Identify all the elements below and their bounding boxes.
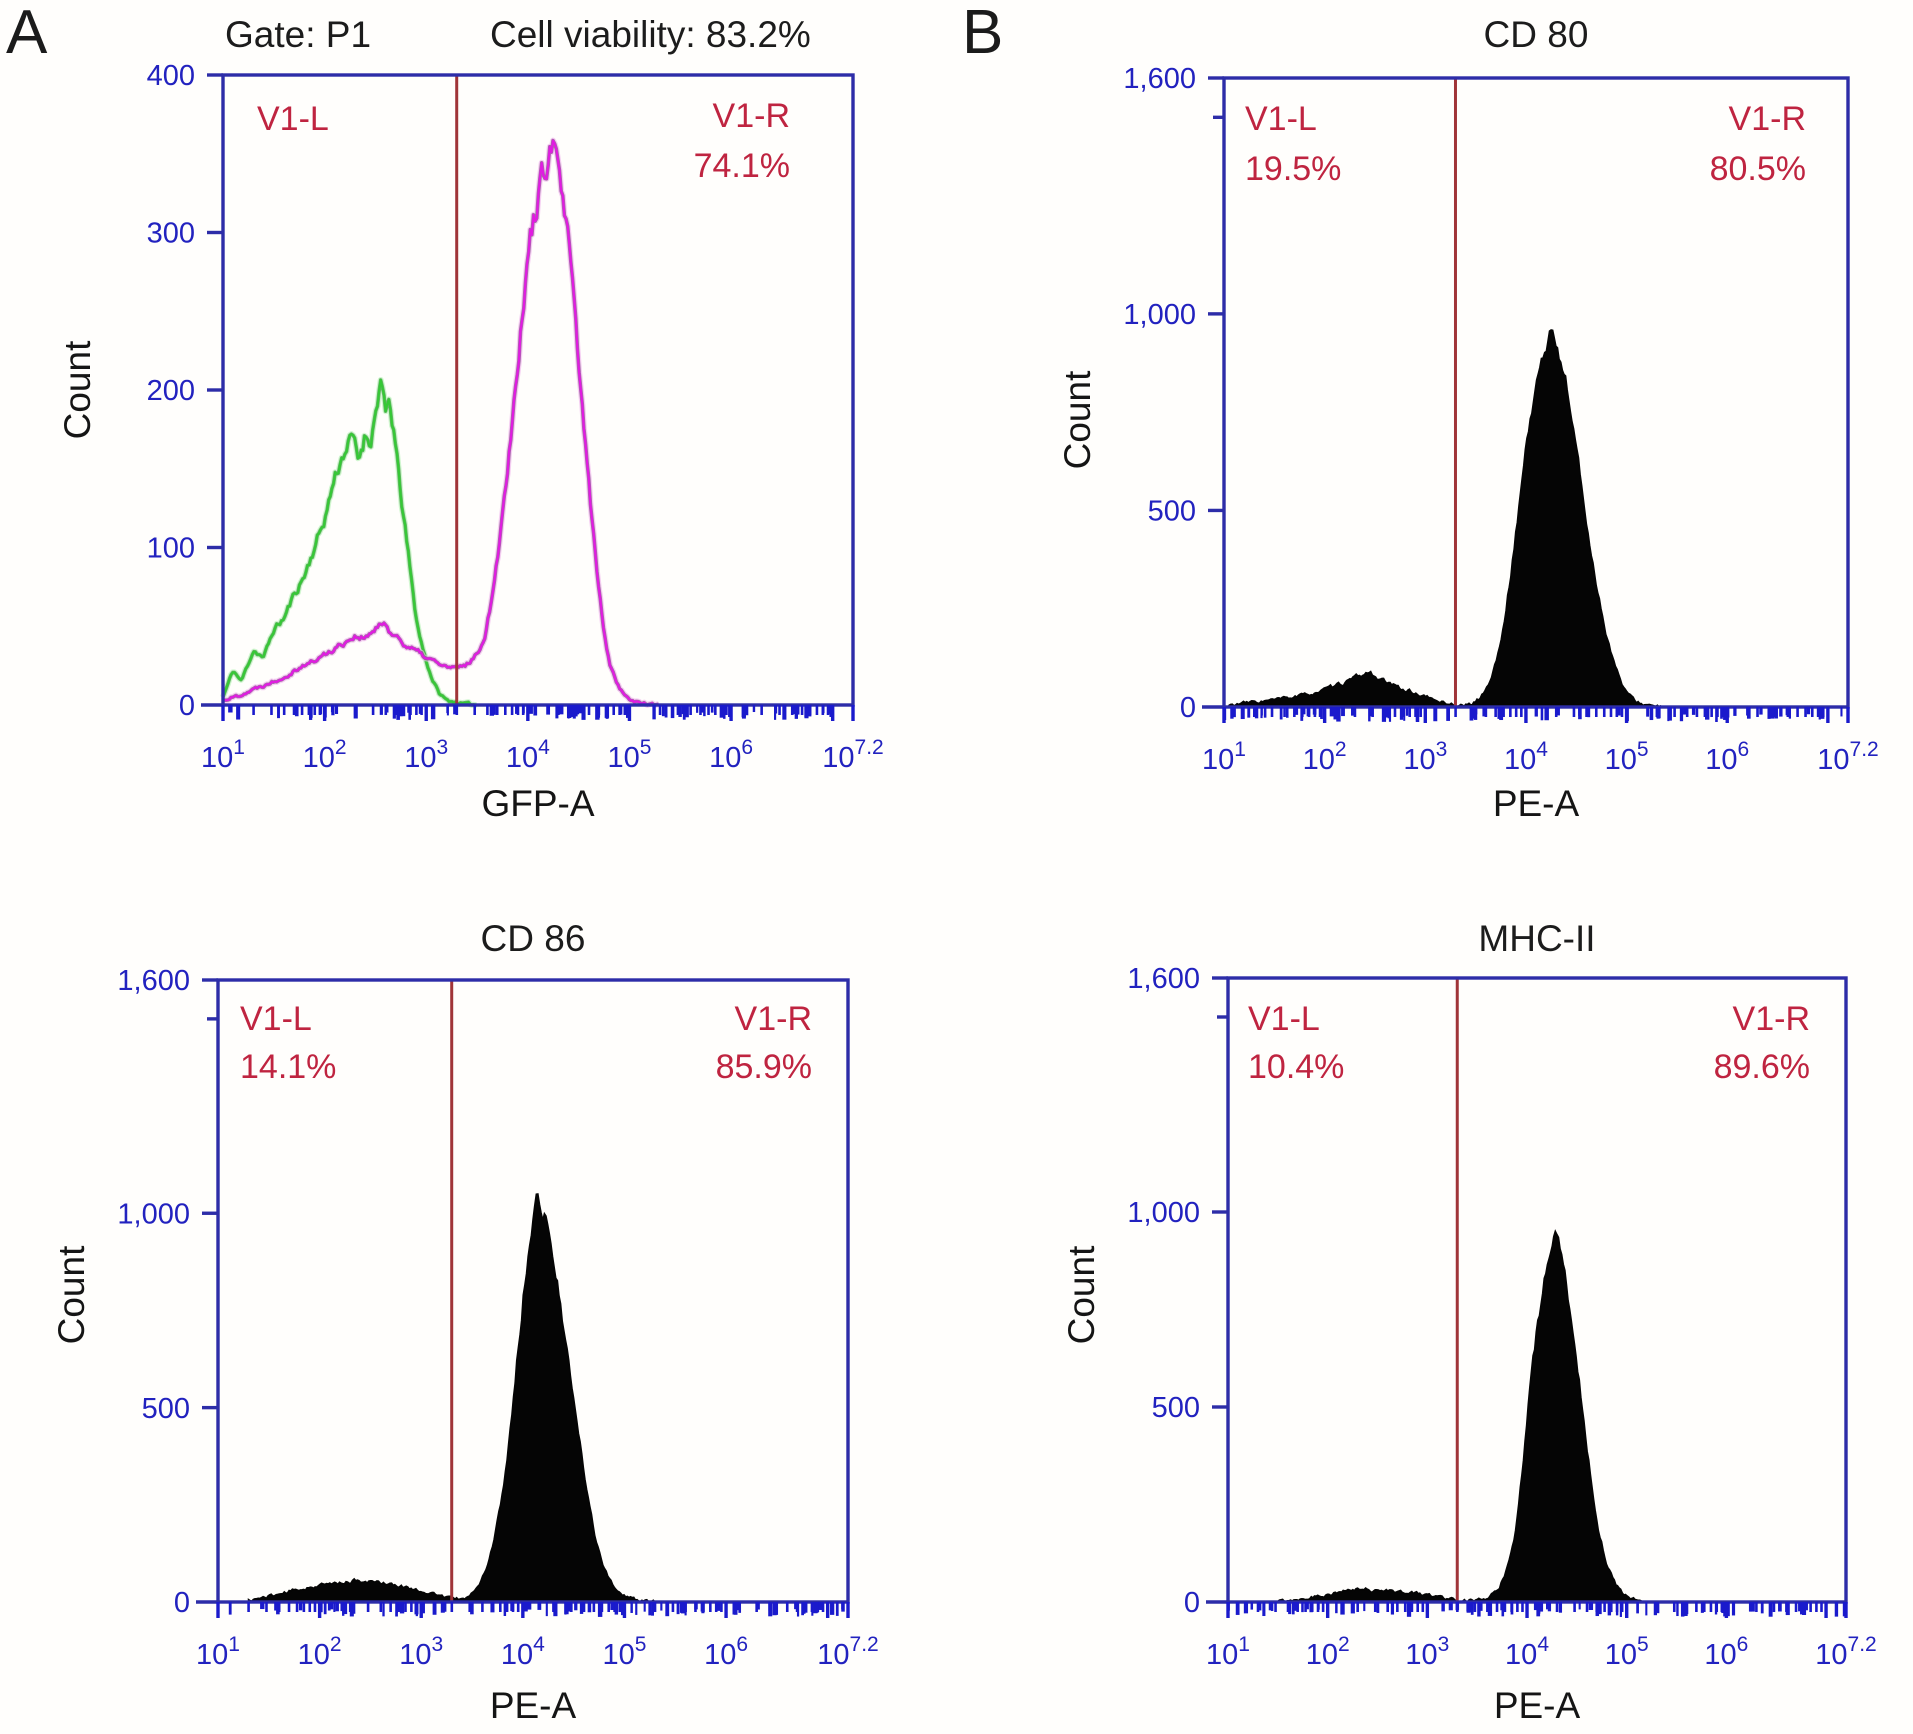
chart-title-cd80: CD 80: [1483, 14, 1589, 55]
gate-header: Gate: P1: [225, 14, 372, 55]
svg-text:102: 102: [1306, 1633, 1350, 1671]
svg-text:0: 0: [1180, 692, 1196, 724]
chart-title-mhc2: MHC-II: [1478, 918, 1596, 959]
x-axis-title-b: PE-A: [1492, 783, 1580, 824]
svg-text:107.2: 107.2: [817, 1633, 878, 1671]
svg-text:1,000: 1,000: [117, 1198, 190, 1230]
svg-text:102: 102: [298, 1633, 342, 1671]
svg-text:106: 106: [704, 1633, 748, 1671]
svg-text:300: 300: [147, 218, 195, 250]
panel-label-b: B: [962, 0, 1004, 67]
svg-text:106: 106: [1704, 1633, 1748, 1671]
gate-left-percent-d: 10.4%: [1248, 1048, 1345, 1086]
svg-text:200: 200: [147, 375, 195, 407]
svg-text:105: 105: [1605, 1633, 1649, 1671]
svg-text:102: 102: [1303, 738, 1347, 776]
gate-right-label-c: V1-R: [734, 1000, 812, 1038]
gate-left-label-a: V1-L: [257, 100, 329, 138]
svg-text:101: 101: [201, 736, 245, 774]
svg-text:103: 103: [404, 736, 448, 774]
svg-text:0: 0: [179, 690, 195, 722]
gate-right-label-b: V1-R: [1728, 100, 1806, 138]
svg-text:1,000: 1,000: [1123, 299, 1196, 331]
svg-text:105: 105: [607, 736, 651, 774]
svg-text:500: 500: [142, 1393, 190, 1425]
svg-text:1,000: 1,000: [1127, 1197, 1200, 1229]
svg-text:105: 105: [1605, 738, 1649, 776]
gate-right-percent-d: 89.6%: [1713, 1048, 1810, 1086]
histogram-chart-mhc2: 0 500 1,000 1,600 101 102 103 104 105 106 107.2: [1127, 963, 1876, 1671]
gate-right-percent-b: 80.5%: [1709, 150, 1806, 188]
svg-text:500: 500: [1152, 1392, 1200, 1424]
x-axis-title-d: PE-A: [1493, 1685, 1581, 1726]
svg-text:103: 103: [1403, 738, 1447, 776]
histogram-chart-viability: 0 100 200 300 400 101 102 103 104 105 106 107.2: [147, 60, 884, 774]
svg-text:103: 103: [399, 1633, 443, 1671]
svg-text:103: 103: [1405, 1633, 1449, 1671]
svg-text:0: 0: [1184, 1587, 1200, 1619]
x-axis-title-a: GFP-A: [481, 783, 595, 824]
cell-viability-header: Cell viability: 83.2%: [490, 14, 811, 55]
gate-left-label-b: V1-L: [1245, 100, 1317, 138]
panel-label-a: A: [6, 0, 48, 67]
svg-text:100: 100: [147, 533, 195, 565]
histogram-chart-cd86: 0 500 1,000 1,600 101 102 103 104 105 106 107.2: [117, 965, 878, 1671]
gate-left-percent-b: 19.5%: [1245, 150, 1342, 188]
svg-text:1,600: 1,600: [1127, 963, 1200, 995]
svg-text:107.2: 107.2: [822, 736, 883, 774]
svg-text:104: 104: [506, 736, 550, 774]
svg-text:104: 104: [501, 1633, 545, 1671]
svg-text:1,600: 1,600: [117, 965, 190, 997]
chart-title-cd86: CD 86: [480, 918, 586, 959]
svg-text:101: 101: [1206, 1633, 1250, 1671]
gate-right-label-d: V1-R: [1732, 1000, 1810, 1038]
svg-text:104: 104: [1504, 738, 1548, 776]
svg-text:0: 0: [174, 1587, 190, 1619]
histogram-chart-cd80: 0 500 1,000 1,600 101 102 103 104 105 106 107.2: [1123, 63, 1878, 776]
svg-text:400: 400: [147, 60, 195, 92]
gate-right-percent-c: 85.9%: [715, 1048, 812, 1086]
svg-text:106: 106: [1705, 738, 1749, 776]
svg-text:101: 101: [1202, 738, 1246, 776]
gate-left-label-d: V1-L: [1248, 1000, 1320, 1038]
gate-right-label-a: V1-R: [712, 97, 790, 135]
gate-right-percent-a: 74.1%: [693, 147, 790, 185]
svg-text:106: 106: [709, 736, 753, 774]
gate-left-label-c: V1-L: [240, 1000, 312, 1038]
svg-text:104: 104: [1505, 1633, 1549, 1671]
x-axis-title-c: PE-A: [489, 1685, 577, 1726]
svg-text:107.2: 107.2: [1817, 738, 1878, 776]
svg-text:101: 101: [196, 1633, 240, 1671]
gate-left-percent-c: 14.1%: [240, 1048, 337, 1086]
svg-text:102: 102: [303, 736, 347, 774]
svg-text:105: 105: [602, 1633, 646, 1671]
svg-text:1,600: 1,600: [1123, 63, 1196, 95]
svg-text:500: 500: [1148, 496, 1196, 528]
svg-text:107.2: 107.2: [1815, 1633, 1876, 1671]
